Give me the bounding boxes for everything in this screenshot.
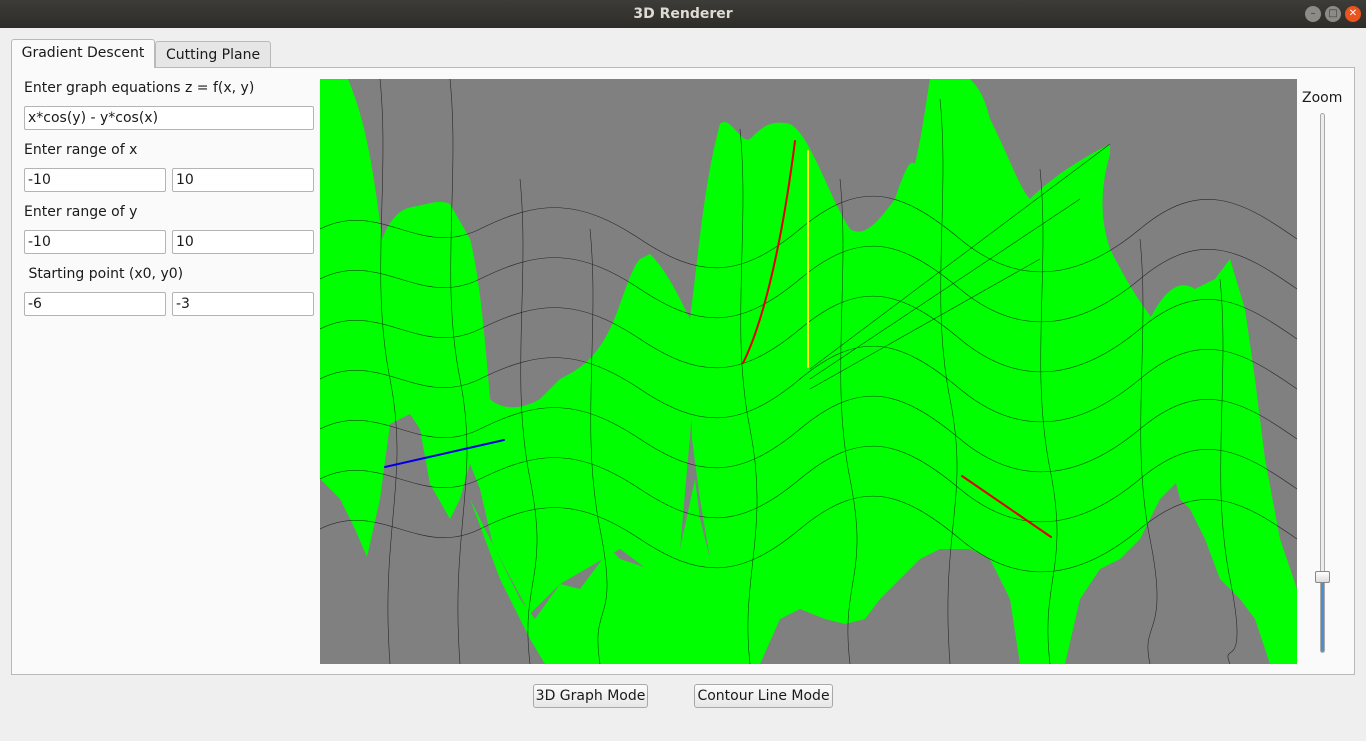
zoom-label: Zoom (1302, 90, 1343, 106)
x-max-input[interactable] (172, 168, 314, 192)
minimize-icon[interactable]: – (1305, 6, 1321, 22)
tab-gradient-descent[interactable]: Gradient Descent (11, 39, 155, 68)
zoom-slider-fill (1321, 576, 1324, 652)
contour-mode-button[interactable]: Contour Line Mode (694, 684, 833, 708)
mesh-lines (320, 79, 1297, 664)
surface-plot (320, 79, 1297, 664)
equation-label: Enter graph equations z = f(x, y) (24, 80, 255, 96)
descent-path (384, 140, 1052, 538)
y-min-input[interactable] (24, 230, 166, 254)
title-bar: 3D Renderer – □ ✕ (0, 0, 1366, 28)
x0-input[interactable] (24, 292, 166, 316)
y0-input[interactable] (172, 292, 314, 316)
equation-input[interactable] (24, 106, 314, 130)
render-viewport[interactable] (320, 79, 1297, 664)
graph-mode-button[interactable]: 3D Graph Mode (533, 684, 648, 708)
zoom-slider-handle[interactable] (1315, 571, 1330, 584)
close-icon[interactable]: ✕ (1345, 6, 1361, 22)
starting-point-label: Starting point (x0, y0) (24, 266, 184, 282)
maximize-icon[interactable]: □ (1325, 6, 1341, 22)
window-title: 3D Renderer (633, 6, 733, 22)
zoom-slider-track[interactable] (1320, 113, 1325, 653)
tab-cutting-plane[interactable]: Cutting Plane (155, 41, 271, 68)
x-range-label: Enter range of x (24, 142, 138, 158)
surface-mesh (320, 79, 1297, 664)
y-max-input[interactable] (172, 230, 314, 254)
x-min-input[interactable] (24, 168, 166, 192)
y-range-label: Enter range of y (24, 204, 138, 220)
